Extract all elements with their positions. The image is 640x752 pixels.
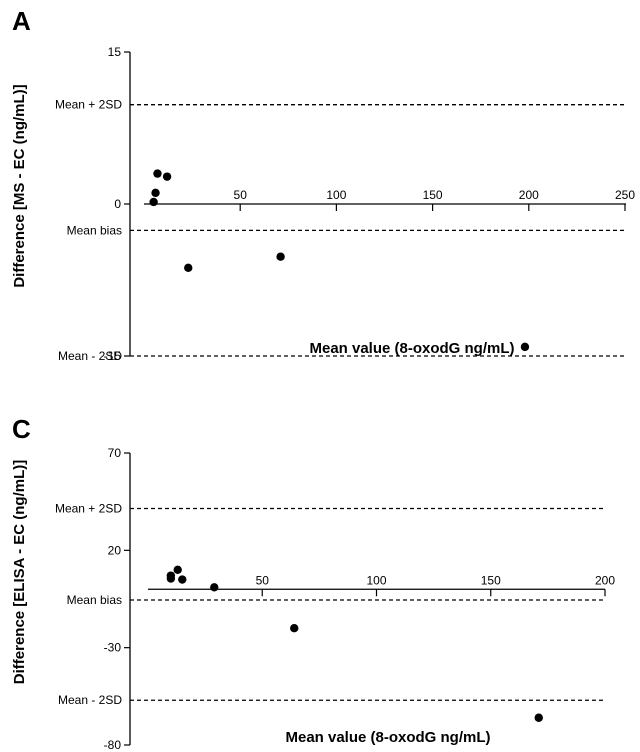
x-tick-label: 200 bbox=[595, 573, 615, 587]
data-point bbox=[166, 574, 176, 583]
x-tick-label: 50 bbox=[234, 188, 248, 202]
data-point bbox=[149, 197, 158, 207]
reference-line-label: Mean bias bbox=[67, 223, 122, 237]
data-point bbox=[162, 172, 172, 181]
panel-label: C bbox=[12, 414, 31, 444]
x-tick-label: 100 bbox=[366, 573, 386, 587]
data-point bbox=[210, 583, 219, 592]
y-tick-label: -30 bbox=[104, 641, 122, 655]
y-axis-title: Difference [MS - EC (ng/mL)] bbox=[11, 84, 28, 287]
x-tick-label: 200 bbox=[519, 188, 539, 202]
data-point bbox=[534, 713, 543, 722]
reference-line-label: Mean + 2SD bbox=[55, 501, 122, 515]
x-tick-label: 150 bbox=[423, 188, 443, 202]
reference-line-label: Mean - 2SD bbox=[58, 693, 122, 707]
reference-line-label: Mean + 2SD bbox=[55, 98, 122, 112]
y-axis-title: Difference [ELISA - EC (ng/mL)] bbox=[11, 460, 28, 684]
data-point bbox=[178, 575, 187, 584]
y-tick-label: 70 bbox=[108, 446, 122, 460]
reference-line-label: Mean - 2SD bbox=[58, 349, 122, 363]
y-tick-label: -80 bbox=[104, 738, 122, 752]
panel-label: A bbox=[12, 6, 31, 36]
data-point bbox=[173, 565, 182, 574]
x-tick-label: 50 bbox=[256, 573, 270, 587]
x-tick-label: 250 bbox=[615, 188, 635, 202]
data-point bbox=[153, 169, 162, 178]
x-tick-label: 100 bbox=[326, 188, 346, 202]
y-tick-label: -15 bbox=[104, 349, 122, 363]
y-tick-label: 15 bbox=[108, 45, 122, 59]
reference-line-label: Mean bias bbox=[67, 593, 122, 607]
y-tick-label: 0 bbox=[114, 197, 121, 211]
data-point bbox=[290, 624, 299, 633]
data-point bbox=[520, 342, 530, 352]
data-point bbox=[151, 188, 160, 198]
x-tick-label: 150 bbox=[481, 573, 501, 587]
x-axis-title: Mean value (8-oxodG ng/mL) bbox=[285, 729, 490, 746]
data-point bbox=[276, 252, 285, 261]
y-tick-label: 20 bbox=[108, 543, 122, 557]
chart-panel-c: C 70 20 -30 -80 50 100 150 200 Mean + 2SD Mean bia… bbox=[11, 414, 615, 752]
data-point bbox=[184, 263, 193, 273]
x-axis-title: Mean value (8-oxodG ng/mL) bbox=[309, 340, 514, 357]
